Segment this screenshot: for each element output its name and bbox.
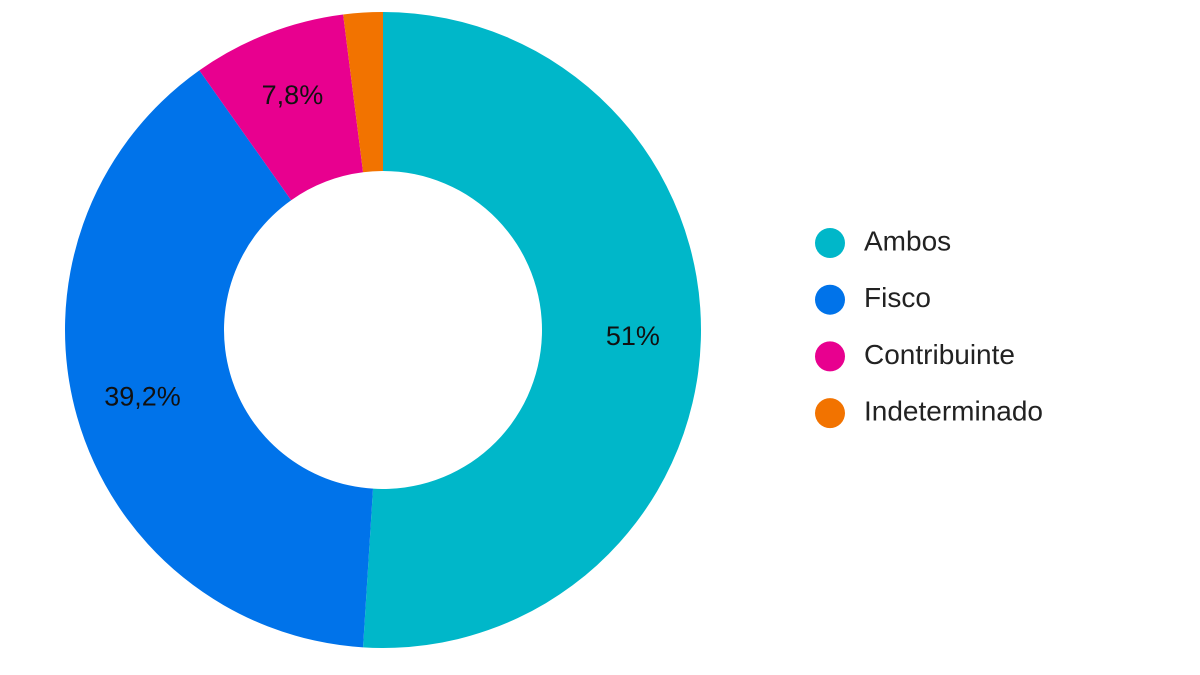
slice-label: 39,2% xyxy=(104,381,181,411)
legend-label: Indeterminado xyxy=(864,395,1043,426)
legend-marker xyxy=(815,228,845,258)
legend-marker xyxy=(815,284,845,315)
donut-slice xyxy=(363,11,702,648)
legend-label: Contribuinte xyxy=(864,339,1015,370)
donut-slice xyxy=(64,70,374,648)
legend-marker xyxy=(815,398,845,429)
donut-slice xyxy=(343,12,383,173)
donut-slice xyxy=(199,14,364,201)
legend-marker xyxy=(815,341,845,372)
legend-label: Fisco xyxy=(864,282,931,313)
slice-label: 51% xyxy=(606,321,660,351)
slice-label: 7,8% xyxy=(262,80,324,110)
legend-label: Ambos xyxy=(864,225,951,256)
